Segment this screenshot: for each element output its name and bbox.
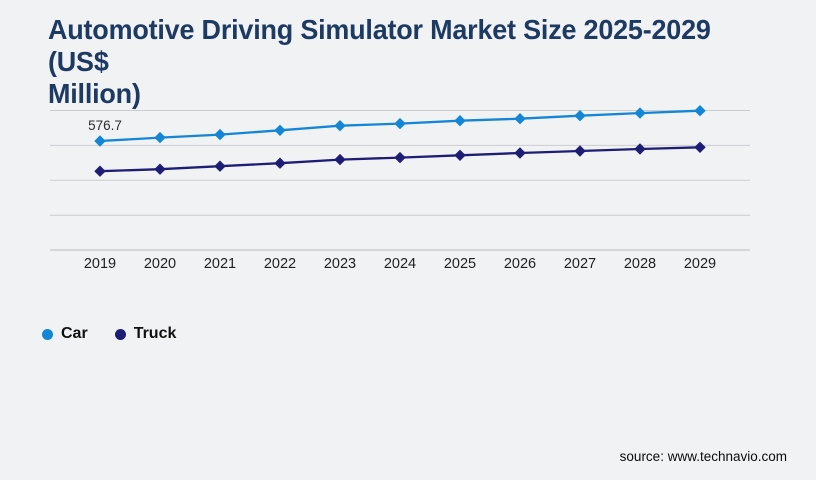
chart-title-line1: Automotive Driving Simulator Market Size…: [48, 14, 711, 78]
truck-data-point-marker: [214, 160, 226, 172]
car-data-point-marker: [94, 135, 106, 147]
truck-data-point-marker: [274, 157, 286, 169]
x-axis-tick-label: 2027: [563, 256, 597, 272]
car-data-point-marker: [454, 115, 466, 127]
truck-data-point-marker: [454, 149, 466, 161]
truck-data-point-marker: [694, 141, 706, 153]
car-data-point-marker: [394, 117, 406, 130]
car-data-point-marker: [694, 105, 706, 117]
chart-title: Automotive Driving Simulator Market Size…: [48, 14, 744, 111]
car-data-point-marker: [334, 120, 346, 132]
x-axis-tick-label: 2023: [323, 256, 357, 272]
x-axis-tick-label: 2028: [623, 256, 657, 272]
truck-data-point-marker: [94, 165, 106, 177]
legend-item-truck: Truck: [114, 325, 177, 343]
x-axis-tick-label: 2026: [503, 256, 537, 272]
chart-title-line2: Million): [48, 78, 141, 110]
car-legend-dot-icon: [42, 328, 53, 340]
car-data-point-marker: [634, 107, 646, 119]
source-attribution: source: www.technavio.com: [619, 449, 787, 464]
legend-item-car: Car: [42, 325, 88, 343]
truck-data-point-marker: [334, 153, 346, 166]
car-data-point-marker: [154, 131, 166, 144]
car-data-point-marker: [574, 110, 586, 122]
car-data-point-marker: [214, 128, 226, 141]
truck-data-point-marker: [574, 145, 586, 157]
legend-label: Car: [61, 325, 88, 342]
x-axis-tick-label: 2019: [83, 256, 117, 272]
data-point-value-label: 576.7: [88, 118, 122, 133]
x-axis-tick-label: 2021: [203, 256, 237, 272]
x-axis-tick-label: 2029: [683, 256, 717, 272]
x-axis-tick-label: 2024: [383, 256, 417, 272]
x-axis-tick-label: 2020: [143, 256, 177, 272]
truck-data-point-marker: [634, 143, 646, 155]
chart-legend: Car Truck: [42, 325, 176, 343]
truck-legend-dot-icon: [114, 328, 126, 340]
truck-data-point-marker: [514, 147, 526, 159]
car-data-point-marker: [274, 124, 286, 136]
truck-data-point-marker: [394, 151, 406, 164]
truck-data-point-marker: [154, 163, 166, 175]
car-data-point-marker: [514, 113, 526, 125]
x-axis-tick-label: 2025: [443, 256, 477, 272]
x-axis-tick-label: 2022: [263, 256, 297, 272]
x-axis-labels: 2019 2020 2021 2022 2023 2024 2025 2026 2027 2028…: [70, 256, 730, 272]
legend-label: Truck: [133, 325, 177, 342]
